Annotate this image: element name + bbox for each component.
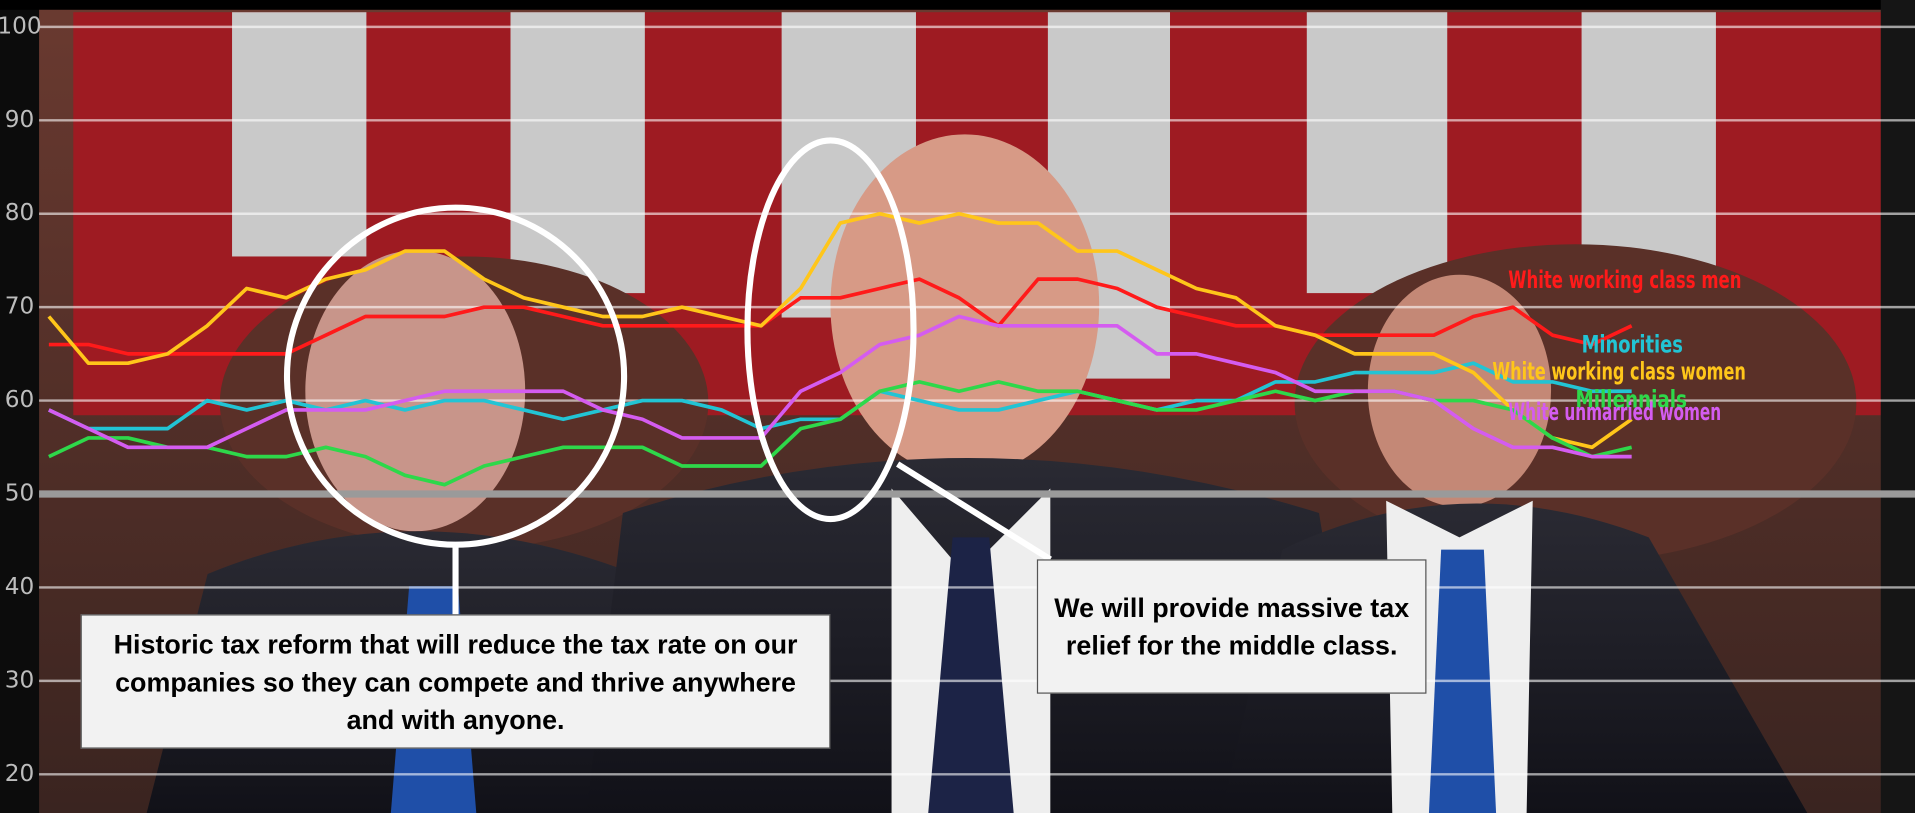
annotation: Historic tax reform that will reduce the… bbox=[80, 614, 831, 749]
annotation: We will provide massive tax relief for t… bbox=[1036, 559, 1427, 694]
y-tick-label: 30 bbox=[5, 666, 35, 693]
y-tick-label: 80 bbox=[5, 199, 35, 226]
y-tick-label: 50 bbox=[5, 480, 35, 507]
legend-label: Millennials bbox=[1575, 385, 1687, 414]
legend-label: Minorities bbox=[1582, 330, 1683, 359]
highlight-shapes bbox=[283, 137, 1052, 615]
y-tick-label: 70 bbox=[5, 293, 35, 320]
data-line bbox=[48, 277, 1633, 356]
legend-label: White unmarried women bbox=[1508, 397, 1721, 426]
y-tick-label: 100 bbox=[0, 12, 42, 39]
lines bbox=[47, 211, 1633, 487]
y-tick-label: 60 bbox=[5, 386, 35, 413]
y-tick-label: 40 bbox=[5, 573, 35, 600]
y-tick-label: 90 bbox=[5, 106, 35, 133]
data-line bbox=[48, 314, 1632, 459]
y-tick-label: 20 bbox=[5, 760, 35, 787]
legend-label: White working class women bbox=[1492, 356, 1745, 385]
legend-label: White working class men bbox=[1508, 265, 1741, 294]
